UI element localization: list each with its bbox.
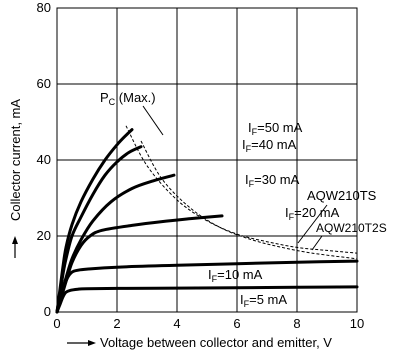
aqw210t2s-leader bbox=[311, 235, 323, 251]
x-tick-4: 8 bbox=[293, 316, 300, 331]
pc-max-label: PC (Max.) bbox=[100, 90, 156, 107]
limit-curve-0 bbox=[125, 125, 358, 254]
pc-max-leader bbox=[142, 105, 164, 136]
series-lines bbox=[55, 128, 359, 314]
x-tick-5: 10 bbox=[350, 316, 364, 331]
x-axis-arrow bbox=[67, 340, 96, 346]
series-label-if40: IF=40 mA bbox=[242, 137, 297, 154]
y-axis-title: Collector current, mA bbox=[8, 99, 23, 221]
limit-curves bbox=[125, 125, 358, 260]
aqw210ts-leader bbox=[297, 204, 328, 244]
y-tick-4: 80 bbox=[37, 0, 51, 15]
series-label-if50: IF=50 mA bbox=[248, 120, 303, 137]
series-line-1 bbox=[55, 145, 143, 314]
series-label-if5: IF=5 mA bbox=[240, 292, 287, 309]
series-label-if30: IF=30 mA bbox=[245, 172, 300, 189]
y-axis-label: Collector current, mA bbox=[8, 99, 23, 221]
series-line-5 bbox=[55, 285, 359, 314]
y-tick-1: 20 bbox=[37, 228, 51, 243]
x-tick-labels: 0 2 4 6 8 10 bbox=[53, 316, 364, 331]
series-line-2 bbox=[55, 173, 176, 314]
x-tick-1: 2 bbox=[113, 316, 120, 331]
y-tick-2: 40 bbox=[37, 152, 51, 167]
x-tick-3: 6 bbox=[233, 316, 240, 331]
aqw210ts-label: AQW210TS bbox=[307, 188, 377, 203]
series-label-if20: IF=20 mA bbox=[285, 205, 340, 222]
limit-curve-1 bbox=[140, 140, 358, 260]
series-label-if10: IF=10 mA bbox=[208, 267, 263, 284]
x-tick-2: 4 bbox=[173, 316, 180, 331]
x-tick-0: 0 bbox=[53, 316, 60, 331]
grid bbox=[57, 8, 357, 312]
x-axis-label: Voltage between collector and emitter, V bbox=[100, 335, 332, 350]
aqw210t2s-label: AQW210T2S bbox=[316, 221, 387, 235]
y-tick-3: 60 bbox=[37, 76, 51, 91]
y-axis-arrow bbox=[12, 236, 18, 258]
y-tick-0: 0 bbox=[44, 304, 51, 319]
series-line-4 bbox=[55, 259, 359, 314]
plot-frame bbox=[56, 7, 358, 313]
y-tick-labels: 0 20 40 60 80 bbox=[37, 0, 51, 319]
